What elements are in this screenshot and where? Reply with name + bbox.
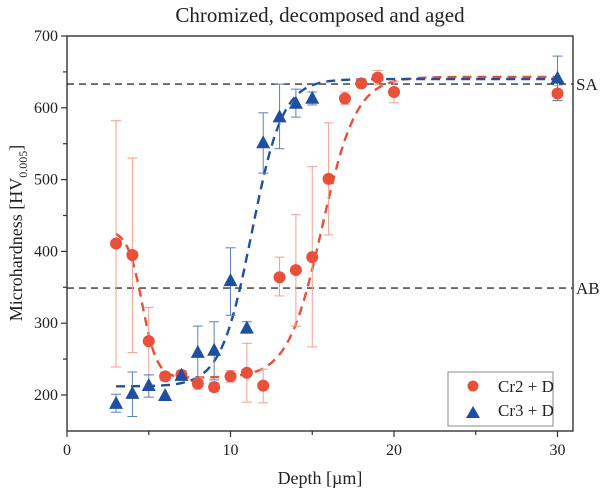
x-tick-label: 0 xyxy=(63,442,71,459)
plot-frame xyxy=(66,35,574,432)
data-point-cr3 xyxy=(125,385,140,399)
y-tick-label: 600 xyxy=(34,100,58,117)
x-axis-label: Depth [µm] xyxy=(278,468,363,488)
error-bars xyxy=(111,55,563,418)
data-point-cr2 xyxy=(159,370,172,383)
data-point-cr2 xyxy=(338,92,351,105)
reference-lines: SA AB xyxy=(67,75,600,298)
y-tick-label: 300 xyxy=(34,315,58,332)
data-point-cr2 xyxy=(257,379,270,392)
fit-curve-cr3 xyxy=(116,77,558,388)
data-point-cr2 xyxy=(371,71,384,84)
data-point-cr3 xyxy=(272,109,287,123)
y-tick-label: 200 xyxy=(34,387,58,404)
x-tick-label: 30 xyxy=(550,442,566,459)
data-point-cr3 xyxy=(223,273,238,287)
legend-box xyxy=(447,371,554,427)
legend-label-cr2: Cr2 + D xyxy=(498,377,554,396)
data-point-cr3 xyxy=(239,320,254,334)
reference-label-sa: SA xyxy=(576,75,598,94)
legend-label-cr3: Cr3 + D xyxy=(498,401,554,420)
data-point-cr3 xyxy=(288,95,303,109)
x-tick-label: 20 xyxy=(386,442,402,459)
y-tick-label: 700 xyxy=(34,28,58,45)
y-tick-label: 500 xyxy=(34,172,58,189)
legend-marker-cr3 xyxy=(466,406,480,418)
axis-ticks: 0 10 20 30 200 300 400 500 600 700 xyxy=(34,28,566,459)
data-point-cr2 xyxy=(355,77,368,90)
data-point-cr2 xyxy=(322,172,335,185)
data-point-cr2 xyxy=(224,370,237,383)
data-point-cr2 xyxy=(110,237,123,250)
data-point-cr2 xyxy=(240,366,253,379)
legend: Cr2 + D Cr3 + D xyxy=(447,371,554,427)
plot-border xyxy=(66,35,574,432)
y-tick-label: 400 xyxy=(34,243,58,260)
reference-label-ab: AB xyxy=(576,279,600,298)
x-tick-label: 10 xyxy=(223,442,239,459)
data-point-cr2 xyxy=(142,335,155,348)
fit-curve-cr2 xyxy=(115,75,558,379)
data-point-cr3 xyxy=(174,367,189,381)
data-point-cr3 xyxy=(550,70,565,84)
data-point-cr3 xyxy=(141,377,156,391)
y-axis-label-subscript: 0.005 xyxy=(16,151,30,178)
data-point-cr2 xyxy=(208,381,221,394)
data-point-cr2 xyxy=(126,248,139,261)
data-point-cr2 xyxy=(388,86,400,99)
chart-title: Chromized, decomposed and aged xyxy=(175,3,465,27)
fit-lines xyxy=(115,75,558,388)
data-markers xyxy=(109,70,565,409)
y-axis-label: Microhardness [HV0.005] xyxy=(6,145,30,321)
y-axis-label-main: Microhardness [HV xyxy=(6,178,26,321)
data-point-cr2 xyxy=(306,251,319,264)
data-point-cr3 xyxy=(190,344,205,358)
data-point-cr3 xyxy=(207,342,222,356)
y-axis-label-suffix: ] xyxy=(6,145,26,151)
data-point-cr2 xyxy=(551,87,564,100)
data-point-cr3 xyxy=(305,90,320,104)
legend-marker-cr2 xyxy=(467,380,479,392)
data-point-cr3 xyxy=(109,395,124,409)
data-point-cr2 xyxy=(191,377,204,390)
data-point-cr3 xyxy=(256,135,271,149)
data-point-cr2 xyxy=(273,271,286,284)
data-point-cr2 xyxy=(289,264,302,277)
data-point-cr3 xyxy=(158,388,173,401)
